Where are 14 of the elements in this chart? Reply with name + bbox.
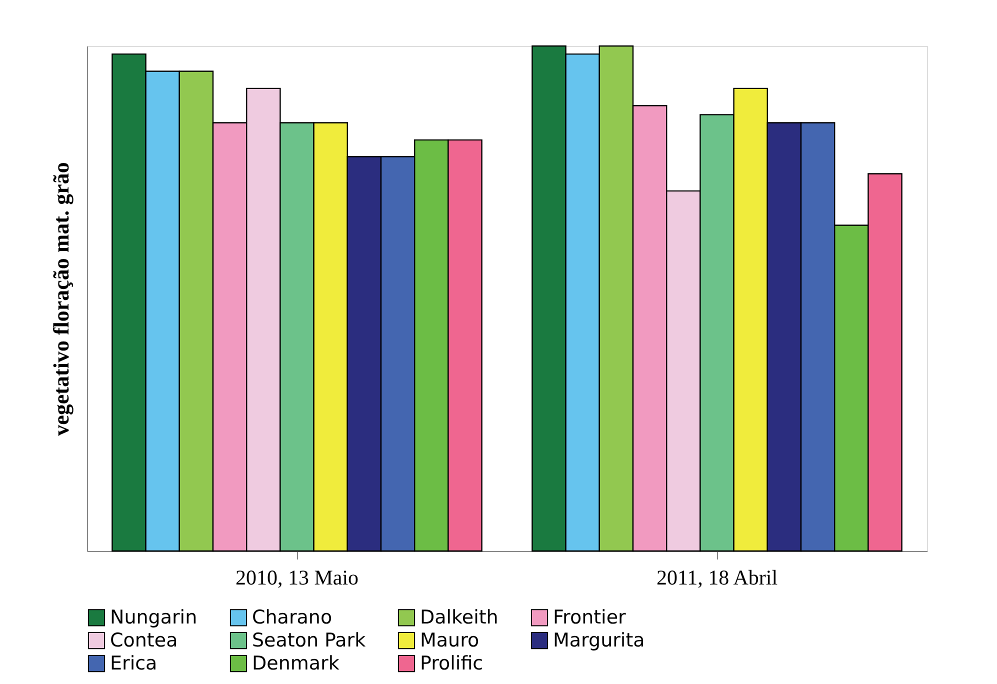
legend-label: Charano (252, 606, 332, 629)
legend-label: Seaton Park (252, 630, 366, 652)
legend-label: Denmark (252, 652, 340, 674)
legend-label: Dalkeith (420, 606, 498, 629)
legend-label: Prolific (420, 652, 484, 674)
legend-label: Frontier (553, 606, 626, 629)
legend-label: Contea (110, 630, 178, 652)
legend-label: Nungarin (110, 606, 198, 629)
y-axis-title: vegetativo floração mat. grão (48, 162, 74, 436)
x-tick-label: 2011, 18 Abril (656, 566, 778, 590)
legend-label: Erica (110, 652, 158, 674)
legend-label: Mauro (420, 630, 480, 652)
legend-label: Margurita (553, 630, 645, 652)
x-tick-label: 2010, 13 Maio (235, 566, 359, 590)
